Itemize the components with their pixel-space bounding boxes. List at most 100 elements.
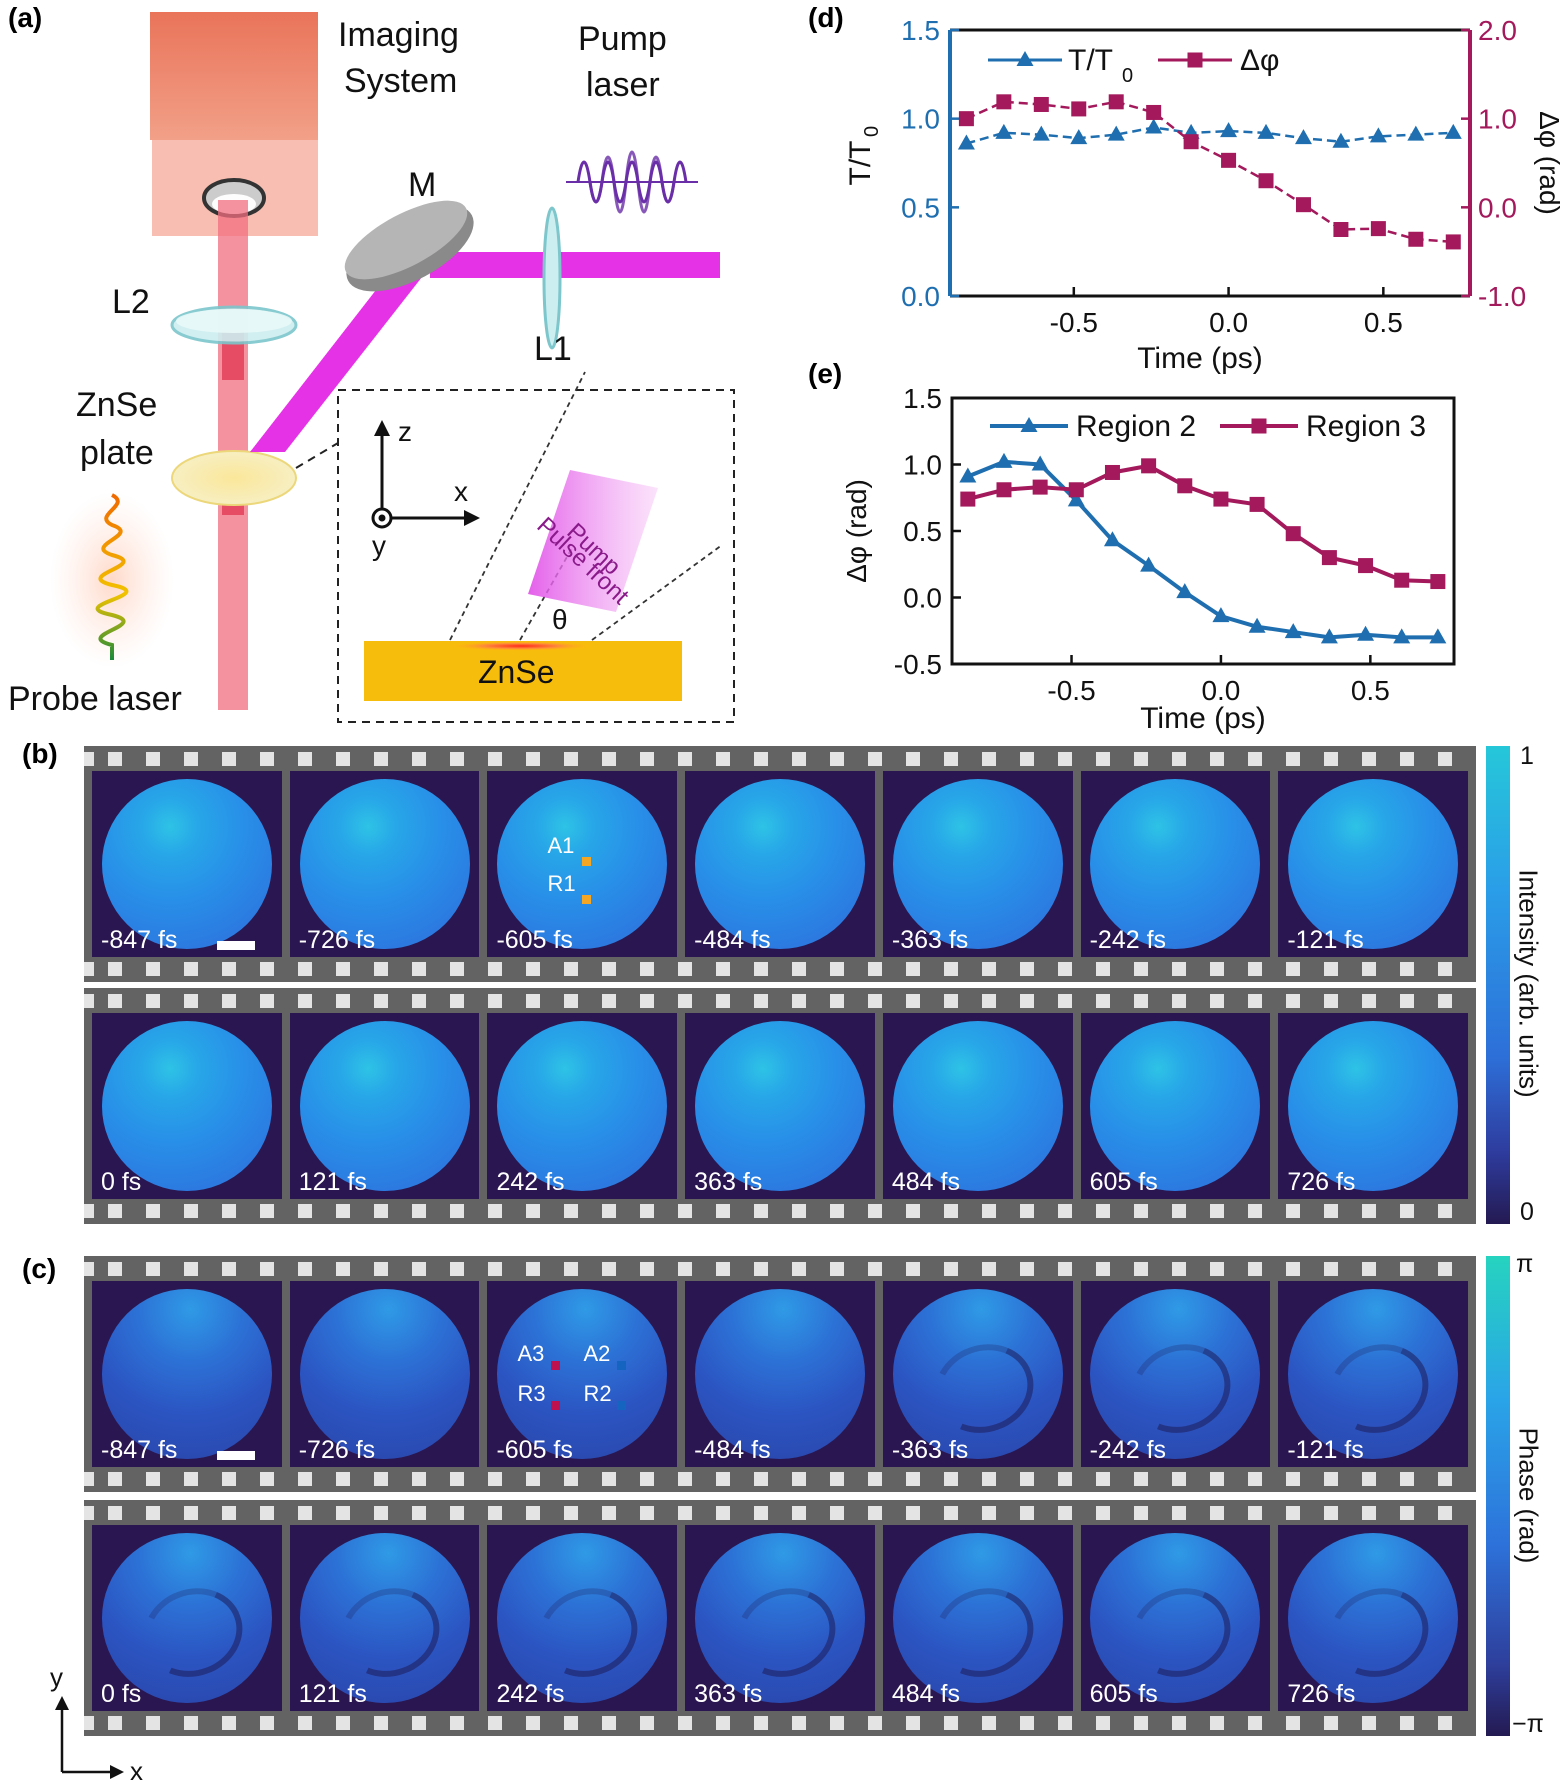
marker-r1 — [582, 895, 592, 904]
chart-e-legend-marker-r2 — [1020, 417, 1038, 432]
phase-ring-feature — [1317, 1574, 1442, 1691]
chart-e-point-region-2 — [1357, 625, 1375, 641]
int-frame: 121 fs — [289, 1013, 480, 1199]
chart-d-ytick-right-label: -1.0 — [1478, 281, 1526, 312]
chart-e-point-region-3 — [1213, 491, 1229, 507]
frame-time-label: 605 fs — [1089, 1168, 1158, 1196]
chart-d-point-triangle — [1070, 129, 1088, 145]
chart-d-point-triangle — [1294, 129, 1312, 145]
chart-d-ytick-right-label: 0.0 — [1478, 192, 1517, 223]
inset-axis-z: z — [398, 416, 412, 447]
marker-label-a2: A2 — [583, 1341, 611, 1366]
marker-a1 — [582, 857, 592, 866]
chart-e-point-region-3 — [1321, 550, 1337, 566]
chart-d-xtick-label: -0.5 — [1050, 307, 1098, 338]
marker-label-r1: R1 — [547, 871, 576, 896]
inset-axes — [371, 420, 480, 529]
filmstrip-c-row1: -847 fs -726 fs -605 fs A3 A2 R3 R2 -484 fs -363… — [84, 1256, 1476, 1492]
chart-e-ytick-label: 0.5 — [903, 516, 942, 547]
frame-time-label: 363 fs — [694, 1680, 763, 1708]
chart-e-point-region-2 — [1429, 628, 1447, 644]
chart-d-point-triangle — [1032, 125, 1050, 141]
chart-e-point-region-3 — [1068, 482, 1084, 498]
marker-label-r2: R2 — [583, 1381, 612, 1406]
chart-d-ytick-left-label: 1.5 — [901, 15, 940, 46]
intensity-colorbar-min: 0 — [1520, 1198, 1534, 1226]
frame-time-label: -121 fs — [1287, 1436, 1364, 1464]
panel-label-b: (b) — [22, 738, 58, 769]
pulse-front-band — [528, 470, 658, 612]
chart-d-ytick-right-label: 1.0 — [1478, 104, 1517, 135]
lens-l1-shape — [542, 206, 562, 350]
intensity-image — [497, 1021, 668, 1191]
frame-time-label: 605 fs — [1089, 1680, 1158, 1708]
int-frame: 363 fs — [685, 1013, 875, 1199]
chart-d-point-triangle — [1257, 123, 1275, 139]
chart-e-ytick-label: 1.0 — [903, 450, 942, 481]
chart-d-legend-label-t: T/T — [1068, 44, 1113, 77]
chart-d-legend-marker-phi — [1187, 52, 1203, 68]
setup-schematic — [50, 12, 735, 723]
chart-e-point-region-2 — [995, 452, 1013, 468]
frame-time-label: -847 fs — [101, 926, 178, 954]
chart-e-point-region-2 — [1103, 531, 1121, 547]
chart-d-point-square — [996, 94, 1012, 110]
frame-time-label: -242 fs — [1089, 926, 1167, 954]
intensity-image — [892, 779, 1063, 949]
frame-time-label: 363 fs — [694, 1168, 763, 1196]
panel-label-e: (e) — [808, 358, 843, 389]
pump-beam-diagonal — [250, 254, 440, 452]
phase-image — [892, 1533, 1063, 1703]
chart-d-point-square — [1221, 152, 1237, 168]
frame-time-label: 484 fs — [891, 1680, 960, 1708]
frame-time-label: -605 fs — [496, 926, 573, 954]
chart-d-legend-marker-t — [1016, 51, 1034, 66]
chart-d-point-triangle — [1220, 122, 1238, 138]
chart-d-ytick-right-label: 2.0 — [1478, 15, 1517, 46]
inset-theta: θ — [552, 604, 568, 635]
frame-time-label: -484 fs — [694, 926, 771, 954]
lens-l1-label: L1 — [534, 330, 572, 368]
chart-d-point-triangle — [1145, 118, 1163, 134]
znse-plate-label-1: ZnSe — [76, 386, 158, 424]
phs-frame: 484 fs — [882, 1525, 1073, 1711]
chart-d-point-square — [1370, 221, 1386, 237]
chart-d-point-triangle — [957, 134, 975, 150]
frame-time-label: -484 fs — [694, 1436, 771, 1464]
chart-d-point-square — [1071, 101, 1087, 117]
phase-image — [299, 1533, 470, 1703]
marker-r2 — [617, 1401, 627, 1410]
chart-d-legend-label-phi: Δφ — [1240, 44, 1280, 77]
chart-e-legend-marker-r3 — [1251, 418, 1267, 434]
marker-a3 — [551, 1361, 561, 1370]
filmstrip-b-row1: -847 fs -726 fs -605 fs A1 R1 -484 fs -363 fs -… — [84, 746, 1476, 982]
chart-d-ytick-left-label: 0.0 — [901, 281, 940, 312]
intensity-image — [299, 779, 470, 949]
phase-image — [497, 1289, 668, 1459]
chart-e-point-region-3 — [1177, 478, 1193, 494]
frame-time-label: 0 fs — [101, 1680, 142, 1708]
imaging-system-label-1: Imaging — [338, 16, 459, 54]
filmstrip-c-row2: 0 fs 121 fs 242 fs 363 fs 484 fs 605 fs 726 fs — [84, 1500, 1476, 1736]
phs-frame: -242 fs — [1080, 1281, 1271, 1467]
phase-image — [695, 1289, 866, 1459]
chart-d-point-square — [1445, 234, 1461, 250]
phase-image — [1090, 1289, 1261, 1459]
chart-d-xtick-label: 0.0 — [1209, 307, 1248, 338]
phase-ring-feature — [723, 1574, 849, 1691]
chart-e-point-region-2 — [1212, 607, 1230, 623]
chart-e-legend-label-r3: Region 3 — [1306, 410, 1426, 443]
chart-e-xlabel: Time (ps) — [1140, 702, 1266, 735]
chart-e-point-region-2 — [1140, 556, 1158, 572]
chart-e-ytick-label: 1.5 — [903, 383, 942, 414]
int-frame: 484 fs — [882, 1013, 1073, 1199]
phase-ring-feature — [130, 1574, 255, 1691]
phase-image — [101, 1289, 272, 1459]
corner-axis-y: y — [50, 1662, 63, 1692]
int-frame: -847 fs — [92, 771, 282, 957]
scale-bar — [217, 941, 255, 950]
phase-image — [299, 1289, 470, 1459]
phase-ring-feature — [921, 1330, 1046, 1447]
phs-frame: 0 fs — [92, 1525, 282, 1711]
phs-frame: 242 fs — [487, 1525, 678, 1711]
